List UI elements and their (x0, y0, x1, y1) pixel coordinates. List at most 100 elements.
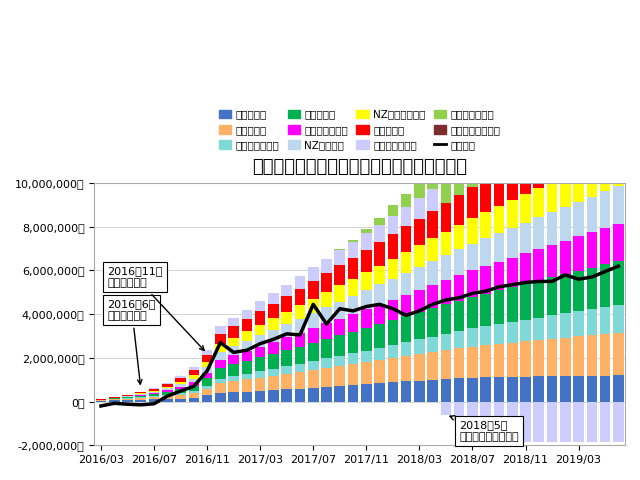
Bar (202, 355, 212, 362)
Bar (440, 304, 451, 334)
Bar (255, 336, 266, 347)
Bar (282, 337, 292, 350)
Bar (228, 346, 239, 356)
Bar (228, 356, 239, 364)
Bar (335, 335, 345, 356)
Bar (308, 361, 319, 370)
Bar (414, 354, 425, 381)
Bar (547, 339, 557, 376)
合計損益 (349, 308, 357, 314)
Bar (321, 387, 332, 402)
Bar (268, 304, 279, 318)
Bar (348, 296, 358, 314)
Bar (282, 389, 292, 402)
Bar (348, 314, 358, 332)
Bar (148, 399, 159, 402)
Bar (189, 394, 199, 398)
合計損益 (535, 278, 543, 284)
Bar (348, 353, 358, 364)
Bar (467, 328, 477, 347)
Bar (440, 350, 451, 379)
Bar (361, 233, 372, 250)
Bar (175, 394, 186, 395)
Bar (493, 233, 504, 262)
Bar (321, 339, 332, 359)
Bar (162, 399, 173, 402)
Bar (547, 144, 557, 181)
Bar (294, 372, 305, 389)
Bar (109, 400, 120, 402)
Bar (534, 249, 544, 281)
Bar (573, 336, 584, 376)
Bar (467, 243, 477, 270)
Bar (467, 218, 477, 243)
Bar (454, 402, 465, 421)
Bar (136, 395, 146, 396)
Bar (282, 296, 292, 312)
Bar (534, 117, 544, 151)
Bar (481, 326, 491, 346)
Bar (520, 320, 531, 341)
Bar (560, 376, 571, 402)
Bar (507, 200, 518, 228)
Bar (189, 386, 199, 391)
合計損益 (548, 278, 556, 284)
Bar (162, 384, 173, 387)
Line: 合計損益: 合計損益 (101, 266, 618, 406)
Bar (586, 163, 597, 196)
Bar (560, 337, 571, 376)
Bar (228, 318, 239, 326)
Bar (454, 275, 465, 300)
Bar (348, 364, 358, 385)
Bar (613, 40, 623, 60)
Bar (136, 392, 146, 394)
Bar (282, 374, 292, 389)
Bar (573, 311, 584, 336)
Bar (440, 402, 451, 415)
Bar (534, 402, 544, 442)
Bar (493, 134, 504, 145)
合計損益 (495, 284, 503, 290)
Bar (228, 381, 239, 392)
Bar (547, 92, 557, 107)
Bar (428, 285, 438, 308)
Bar (255, 325, 266, 336)
合計損益 (190, 384, 198, 389)
Bar (613, 375, 623, 402)
Bar (493, 324, 504, 344)
Bar (613, 402, 623, 442)
Bar (255, 378, 266, 391)
Bar (242, 319, 252, 331)
Bar (136, 398, 146, 400)
Bar (454, 249, 465, 275)
Bar (215, 344, 226, 352)
Bar (547, 245, 557, 277)
Bar (348, 258, 358, 279)
Bar (348, 279, 358, 296)
Bar (534, 318, 544, 340)
合計損益 (283, 331, 291, 337)
Bar (148, 389, 159, 391)
合計損益 (150, 401, 158, 407)
Bar (148, 388, 159, 389)
Bar (534, 217, 544, 249)
Bar (374, 383, 385, 402)
Bar (282, 350, 292, 366)
Bar (414, 312, 425, 339)
Bar (428, 172, 438, 190)
Bar (573, 129, 584, 169)
Bar (321, 307, 332, 323)
合計損益 (257, 341, 264, 347)
Bar (361, 350, 372, 362)
Bar (481, 239, 491, 266)
合計損益 (323, 321, 330, 327)
Bar (268, 390, 279, 402)
Bar (374, 242, 385, 265)
Bar (162, 395, 173, 396)
Bar (401, 227, 412, 252)
Bar (481, 266, 491, 294)
Bar (560, 274, 571, 313)
Bar (268, 342, 279, 354)
Bar (202, 367, 212, 373)
Bar (600, 375, 611, 402)
